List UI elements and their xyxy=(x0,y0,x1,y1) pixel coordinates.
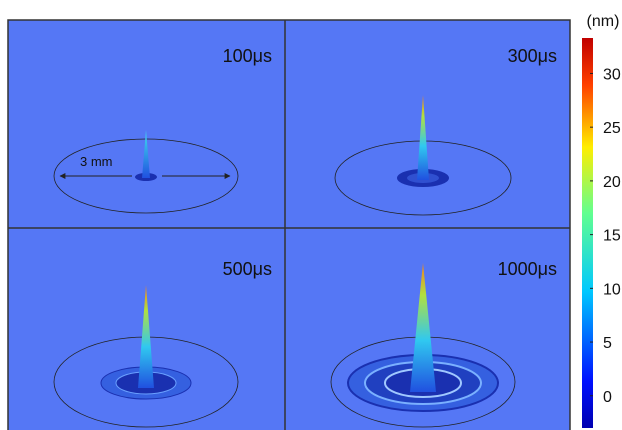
colorbar-tick-label: 5 xyxy=(603,335,612,352)
colorbar-tick-label: 10 xyxy=(603,281,621,298)
panel-label: 1000μs xyxy=(498,259,557,279)
colorbar-unit: (nm) xyxy=(587,13,620,30)
colorbar: (nm) 0 5 10 15 20 25 30 xyxy=(582,13,621,428)
panels: 3 mm 100μs 300μs 500μs 1000μs xyxy=(7,19,571,430)
colorbar-tick-label: 15 xyxy=(603,228,621,245)
colorbar-tick-label: 20 xyxy=(603,174,621,191)
panel-label: 300μs xyxy=(508,46,557,66)
panel-label: 100μs xyxy=(223,46,272,66)
colorbar-gradient xyxy=(582,38,593,428)
colorbar-tick-label: 0 xyxy=(603,389,612,406)
panel-label: 500μs xyxy=(223,259,272,279)
spike xyxy=(410,263,436,392)
spike xyxy=(138,285,154,388)
spike xyxy=(142,130,150,178)
colorbar-tick-label: 25 xyxy=(603,120,621,137)
spike xyxy=(417,95,429,180)
colorbar-tick-label: 30 xyxy=(603,66,621,83)
annotation: 3 mm xyxy=(80,154,113,169)
panel-background xyxy=(7,19,571,430)
